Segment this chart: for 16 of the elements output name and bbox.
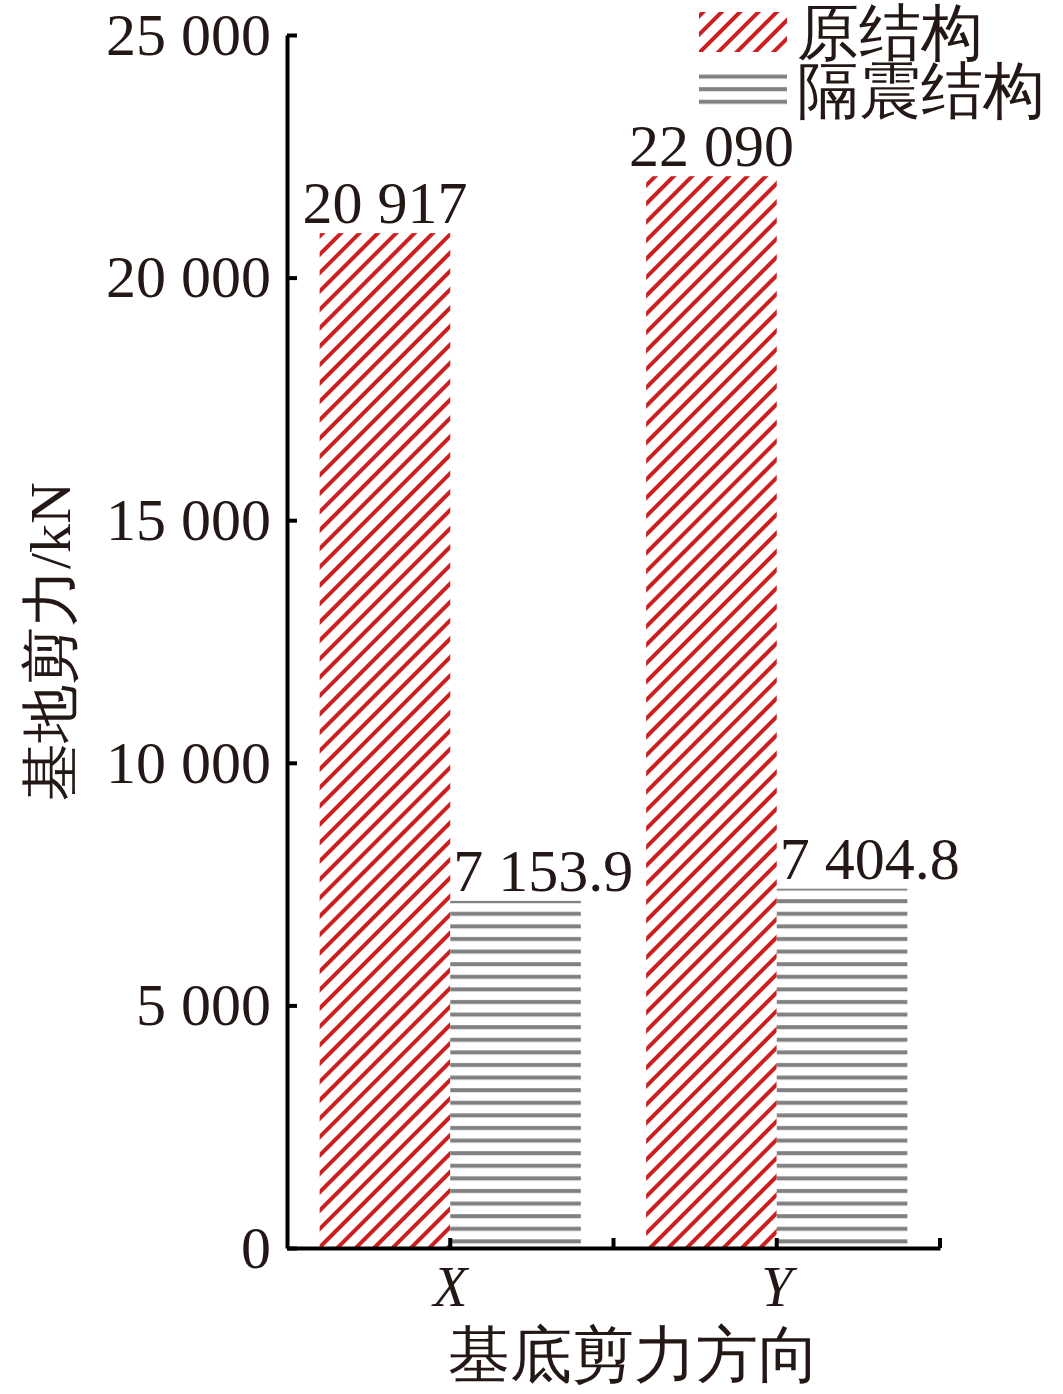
y-tick-label: 25 000: [106, 1, 271, 68]
y-tick-label: 20 000: [106, 244, 271, 311]
data-label: 7 404.8: [779, 825, 960, 892]
y-tick-label: 10 000: [106, 729, 271, 796]
x-tick-label: X: [431, 1255, 471, 1318]
bar: [646, 176, 777, 1248]
data-label: 22 090: [628, 113, 794, 180]
bar: [319, 233, 451, 1248]
y-axis-title: 基地剪力/kN: [18, 482, 83, 801]
x-axis-title: 基底剪力方向: [447, 1321, 820, 1389]
y-tick-label: 15 000: [106, 486, 271, 553]
data-label: 7 153.9: [453, 837, 634, 904]
data-label: 20 917: [302, 170, 468, 237]
y-tick-label: 0: [241, 1214, 271, 1281]
y-tick-label: 5 000: [136, 972, 271, 1039]
x-tick-label: Y: [761, 1255, 799, 1318]
